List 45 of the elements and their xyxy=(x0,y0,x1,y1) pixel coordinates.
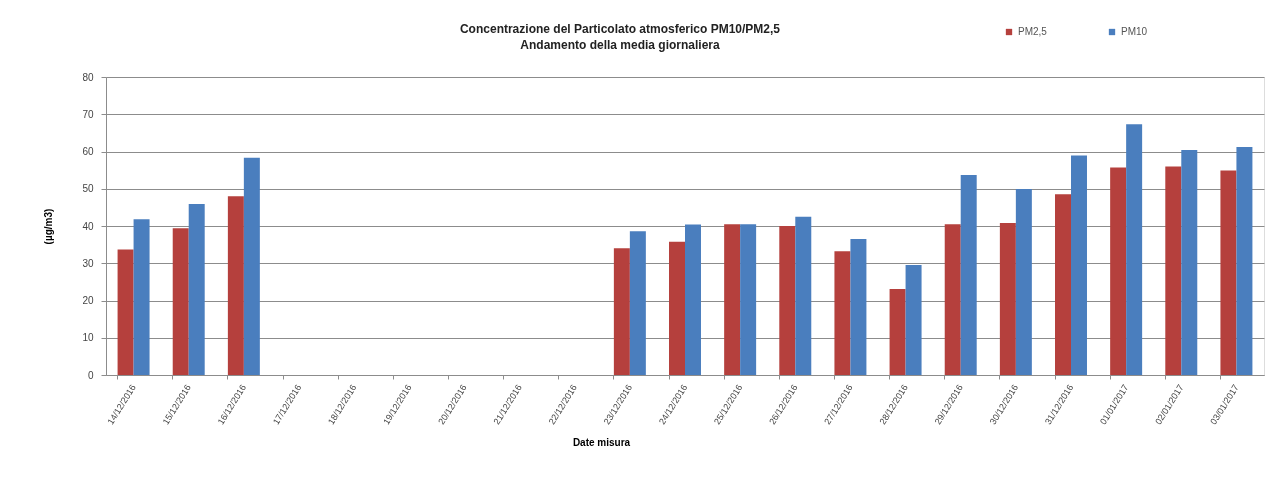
y-tick-label: 0 xyxy=(87,369,94,381)
bar xyxy=(669,241,685,375)
y-axis-title: (µg/m3) xyxy=(43,208,55,245)
y-tick-label: 80 xyxy=(82,71,94,83)
y-tick-label: 40 xyxy=(82,220,94,232)
y-tick-label: 70 xyxy=(82,108,94,120)
bar xyxy=(172,228,189,375)
bar xyxy=(834,251,851,375)
bar xyxy=(1126,124,1143,375)
bar xyxy=(1110,167,1127,375)
chart-title: Concentrazione del Particolato atmosferico PM10/PM2,5 xyxy=(459,22,781,36)
y-tick-label: 10 xyxy=(82,332,94,344)
chart-subtitle: Andamento della media giornaliera xyxy=(520,38,721,52)
bar xyxy=(243,157,260,375)
bar xyxy=(999,223,1016,375)
bar xyxy=(629,231,646,375)
bar xyxy=(889,288,906,375)
bar xyxy=(133,219,150,375)
bar xyxy=(227,196,244,375)
y-tick-label: 50 xyxy=(82,183,94,195)
bar xyxy=(188,204,205,375)
bar xyxy=(850,239,867,375)
bar xyxy=(117,249,134,375)
legend-label: PM2,5 xyxy=(1018,26,1048,37)
bar xyxy=(1220,170,1237,375)
legend-label: PM10 xyxy=(1121,26,1148,37)
y-tick-label: 60 xyxy=(82,146,94,157)
y-tick-label: 30 xyxy=(82,257,94,269)
y-tick-label: 20 xyxy=(82,295,94,306)
bar xyxy=(944,224,961,375)
bar xyxy=(724,224,741,375)
bar xyxy=(1071,155,1087,375)
bar xyxy=(1015,189,1032,375)
bar xyxy=(905,265,922,375)
bar xyxy=(685,224,701,375)
bar xyxy=(779,226,796,375)
bar xyxy=(740,224,757,375)
bar xyxy=(1236,147,1253,375)
x-axis-title: Date misura xyxy=(572,437,631,449)
bar xyxy=(1055,194,1071,375)
bar xyxy=(795,216,812,375)
bar xyxy=(613,248,630,375)
bar xyxy=(1165,166,1182,375)
bar xyxy=(960,174,977,375)
bar xyxy=(1181,150,1198,375)
